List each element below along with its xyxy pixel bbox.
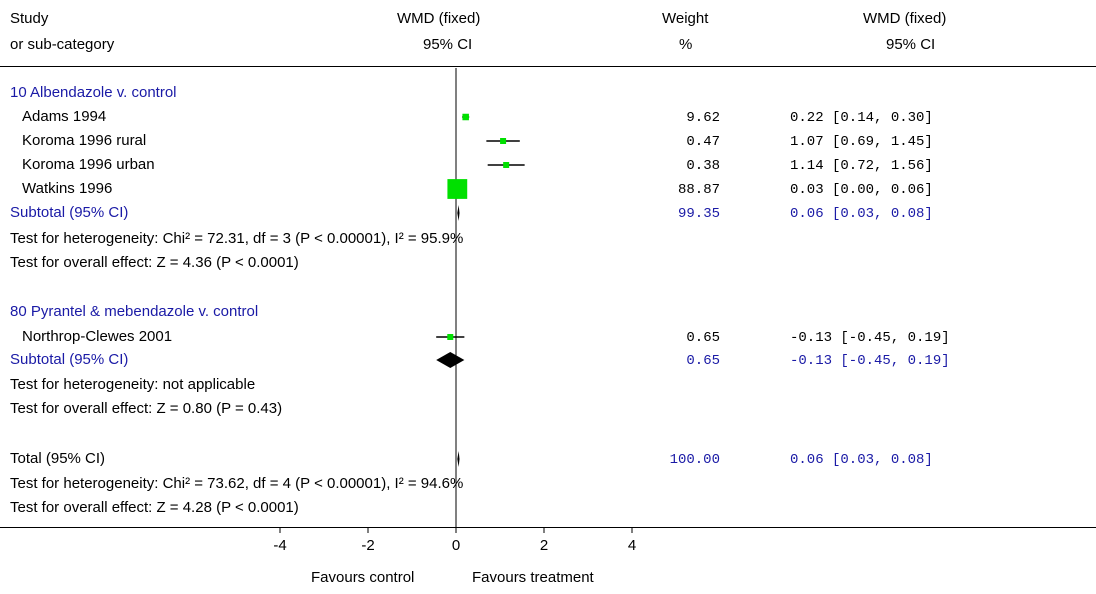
study-weight-marker <box>503 162 510 168</box>
group-title: 10 Albendazole v. control <box>10 84 177 101</box>
group-title: 80 Pyrantel & mebendazole v. control <box>10 303 259 320</box>
study-label: Koroma 1996 rural <box>22 132 147 149</box>
study-label: Koroma 1996 urban <box>22 156 155 173</box>
overall-effect-test: Test for overall effect: Z = 0.80 (P = 0… <box>10 400 283 417</box>
total-overall-effect-test: Test for overall effect: Z = 4.28 (P < 0… <box>10 499 299 516</box>
study-weight: 0.65 <box>686 330 720 346</box>
study-label: Adams 1994 <box>22 108 107 125</box>
total-diamond <box>457 451 460 467</box>
total-label: Total (95% CI) <box>10 450 106 467</box>
study-weight: 0.47 <box>686 134 720 150</box>
subtotal-ci: -0.13 [-0.45, 0.19] <box>790 353 950 369</box>
study-ci: 1.07 [0.69, 1.45] <box>790 134 933 150</box>
heterogeneity-test: Test for heterogeneity: Chi² = 72.31, df… <box>10 230 464 247</box>
subtotal-label: Subtotal (95% CI) <box>10 204 129 221</box>
total-weight: 100.00 <box>669 452 720 468</box>
overall-effect-test: Test for overall effect: Z = 4.36 (P < 0… <box>10 254 299 271</box>
header-weight: Weight <box>662 10 709 27</box>
study-ci: 1.14 [0.72, 1.56] <box>790 158 933 174</box>
subtotal-ci: 0.06 [0.03, 0.08] <box>790 206 933 222</box>
subtotal-label: Subtotal (95% CI) <box>10 351 129 368</box>
header-wmd-values: WMD (fixed) <box>863 10 947 27</box>
subtotal-diamond <box>457 205 460 221</box>
total-ci: 0.06 [0.03, 0.08] <box>790 452 933 468</box>
study-weight-marker <box>447 179 468 199</box>
x-tick-label: 0 <box>452 537 460 554</box>
study-ci: 0.22 [0.14, 0.30] <box>790 110 933 126</box>
header-ci-plot: 95% CI <box>423 36 473 53</box>
subtotal-diamond <box>436 352 465 368</box>
header-wmd-plot: WMD (fixed) <box>397 10 481 27</box>
study-label: Northrop-Clewes 2001 <box>22 328 173 345</box>
x-tick-label: -2 <box>361 537 374 554</box>
x-tick-label: 2 <box>540 537 548 554</box>
study-weight: 0.38 <box>686 158 720 174</box>
x-tick-label: 4 <box>628 537 636 554</box>
x-tick-label: -4 <box>273 537 286 554</box>
header-study: Study <box>10 10 49 27</box>
study-weight-marker <box>500 138 507 144</box>
study-weight-marker <box>447 334 454 340</box>
study-label: Watkins 1996 <box>22 180 113 197</box>
total-heterogeneity-test: Test for heterogeneity: Chi² = 73.62, df… <box>10 475 464 492</box>
study-ci: -0.13 [-0.45, 0.19] <box>790 330 950 346</box>
study-ci: 0.03 [0.00, 0.06] <box>790 182 933 198</box>
header-ci-values: 95% CI <box>886 36 936 53</box>
header-percent: % <box>679 36 693 53</box>
heterogeneity-test: Test for heterogeneity: not applicable <box>10 376 256 393</box>
study-weight-marker <box>462 113 469 121</box>
header-subcategory: or sub-category <box>10 36 115 53</box>
subtotal-weight: 0.65 <box>686 353 720 369</box>
favours-treatment-label: Favours treatment <box>472 569 594 586</box>
header-rule <box>0 66 1096 67</box>
subtotal-weight: 99.35 <box>677 206 720 222</box>
study-weight: 88.87 <box>677 182 720 198</box>
study-weight: 9.62 <box>686 110 720 126</box>
footer-rule <box>0 527 1096 528</box>
favours-control-label: Favours control <box>311 569 415 586</box>
